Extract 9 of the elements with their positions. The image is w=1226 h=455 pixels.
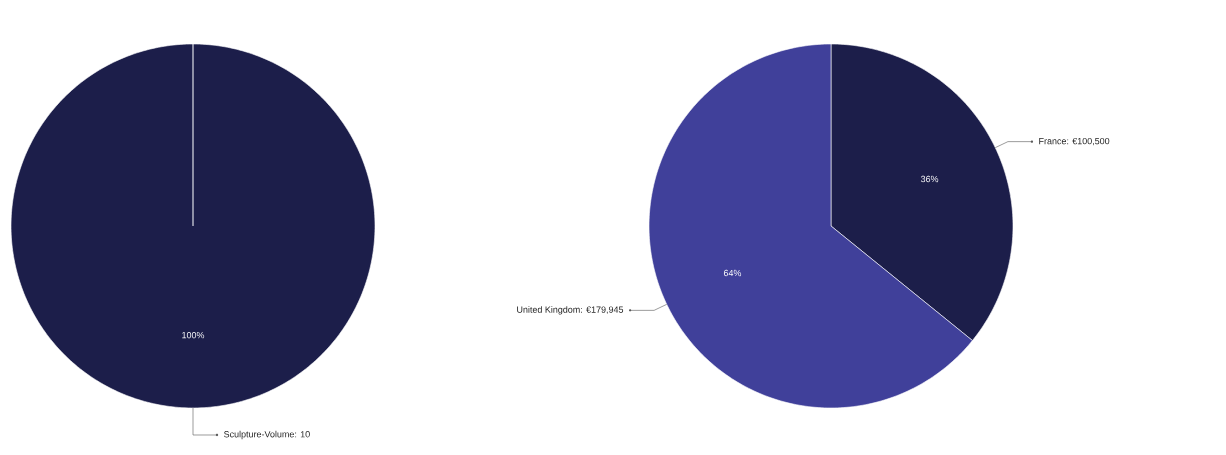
data-label: : €100,500 — [1067, 137, 1110, 146]
text: 64% — [723, 269, 742, 277]
data-label: : €179,945 — [581, 306, 624, 314]
text: 100% — [182, 332, 205, 339]
slice-label: United Kingdom — [517, 306, 580, 315]
text: 36% — [920, 175, 939, 183]
data-label: : 10 — [295, 431, 310, 438]
slice-label: Sculpture-Volume — [224, 430, 294, 440]
slice-label: France — [1039, 138, 1067, 145]
